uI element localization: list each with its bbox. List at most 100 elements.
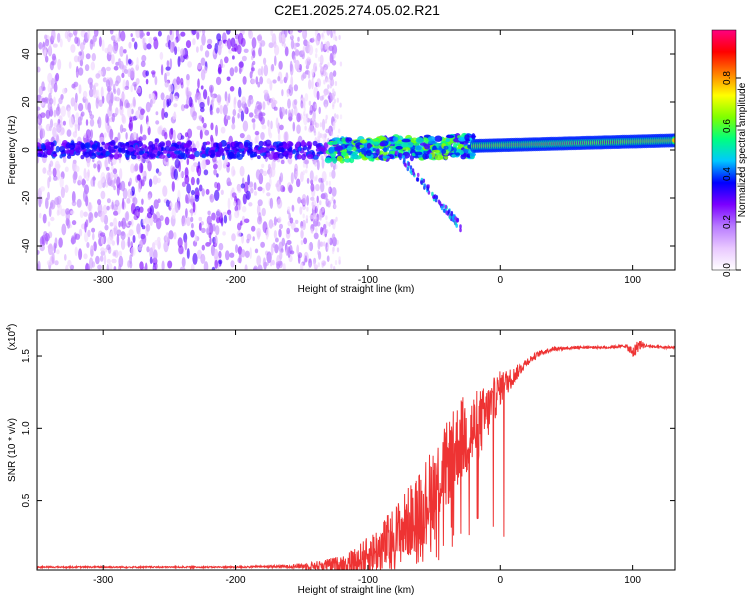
spectrogram-cell [331, 187, 337, 197]
spectrogram-cell [100, 190, 106, 200]
spectrogram-cell [37, 66, 41, 73]
spectrogram-cell [215, 76, 222, 86]
spectrogram-cell [214, 259, 218, 269]
spectrogram-cell [316, 41, 319, 46]
spectrogram-cell [209, 110, 214, 116]
spectrogram-cell [333, 98, 336, 104]
spectrogram-cell [316, 217, 319, 223]
spectrogram-cell [328, 221, 331, 227]
spectrogram-cell [74, 165, 80, 173]
spectrogram-cell [220, 152, 225, 156]
spectrogram-cell [302, 213, 305, 219]
spectrogram-cell [297, 196, 302, 204]
spectrogram-cell [201, 227, 206, 234]
spectrogram-cell [112, 42, 118, 54]
spectrogram-cell [93, 30, 98, 36]
spectrogram-cell [88, 88, 94, 98]
spectrogram-cell [82, 90, 88, 100]
spectrogram-cell [290, 172, 294, 185]
spectrogram-cell [181, 257, 186, 268]
spectrogram-cell [207, 38, 213, 45]
spectrogram-cell [190, 229, 195, 238]
spectrogram-cell [115, 61, 120, 66]
spectrogram-cell [180, 77, 184, 86]
spectrogram-cell [160, 92, 165, 101]
spectrogram-cell [145, 70, 149, 77]
spectrogram-cell [126, 198, 131, 204]
spectrogram-cell [248, 181, 254, 188]
spectrogram-cell [324, 41, 327, 47]
snr-plot-area [37, 330, 675, 570]
spectrogram-cell [100, 210, 105, 223]
spectrogram-cell [89, 114, 95, 120]
spectrogram-cell [196, 177, 200, 185]
spectrogram-cell [323, 228, 329, 234]
spectrogram-cell [62, 120, 66, 126]
spectrogram-cell [225, 250, 230, 261]
spectrogram-cell [68, 116, 74, 128]
spectrogram-cell [39, 244, 45, 252]
spectrogram-cell [71, 191, 76, 203]
spectrogram-cell [186, 216, 191, 227]
spectrogram-cell [185, 40, 192, 49]
spectrogram-cell [311, 78, 314, 90]
spectrogram-cell [218, 242, 224, 251]
spectrogram-cell [56, 195, 62, 205]
spectrogram-cell [78, 103, 84, 112]
spectrogram-cell [181, 215, 187, 227]
spectrogram-cell [47, 82, 51, 93]
spectrogram-cell [329, 52, 333, 64]
spectrogram-cell [228, 212, 232, 222]
spectrogram-cell [287, 157, 293, 165]
spectrogram-cell [335, 216, 338, 222]
spectrogram-cell [257, 68, 262, 76]
spectrogram-cell [180, 171, 185, 178]
spectrogram-cell [197, 78, 200, 89]
spectrogram-cell [324, 133, 327, 139]
spectrogram-cell [113, 266, 117, 270]
spectrogram-cell [333, 30, 336, 34]
spectrogram-cell [244, 146, 249, 152]
spectrogram-cell [97, 264, 102, 270]
spectrogram-cell [153, 199, 159, 210]
spectrogram-cell [190, 176, 195, 186]
spectrogram-cell [85, 53, 91, 60]
spectrogram-cell [216, 33, 222, 42]
spectrogram-cell [205, 188, 210, 195]
spectrogram-cell [187, 191, 191, 204]
spectrogram-cell [205, 242, 211, 247]
spectrogram-cell [325, 72, 328, 78]
spectrogram-cell [253, 182, 257, 191]
spectrogram-cell [53, 109, 57, 118]
spectrogram-cell [320, 181, 325, 193]
spectrogram-cell [326, 255, 330, 262]
spectrogram-cell [239, 143, 244, 149]
spectrogram-cell [173, 129, 176, 142]
spectrogram-cell [427, 140, 437, 145]
spectrogram-cell [296, 178, 301, 188]
spectrogram-cell [61, 223, 67, 236]
spectrogram-cell [78, 67, 84, 76]
spectrogram-cell [38, 42, 43, 50]
spectrogram-cell [98, 36, 102, 47]
spectrogram-cell [231, 123, 236, 130]
spectrogram-cell [278, 60, 283, 70]
spectrogram-cell [106, 244, 111, 251]
spectrogram-cell [257, 186, 263, 192]
spectrogram-cell [326, 30, 331, 36]
spectrogram-cell [77, 55, 81, 63]
spectrogram-cell [258, 111, 263, 122]
spectrogram-cell [210, 86, 213, 98]
spectrogram-cell [73, 31, 78, 37]
spectrogram-cell [163, 150, 168, 154]
spectrogram-cell [141, 198, 144, 205]
spectrogram-cell [261, 163, 265, 168]
spectrogram-cell [338, 35, 341, 40]
spectrogram-cell [320, 68, 323, 74]
spectrogram-cell [296, 244, 300, 255]
spectrogram-cell [83, 253, 88, 260]
spectrogram-cell [258, 140, 264, 147]
spectrogram-cell [319, 62, 322, 68]
colorbar-tick-label: 0.2 [722, 215, 733, 229]
